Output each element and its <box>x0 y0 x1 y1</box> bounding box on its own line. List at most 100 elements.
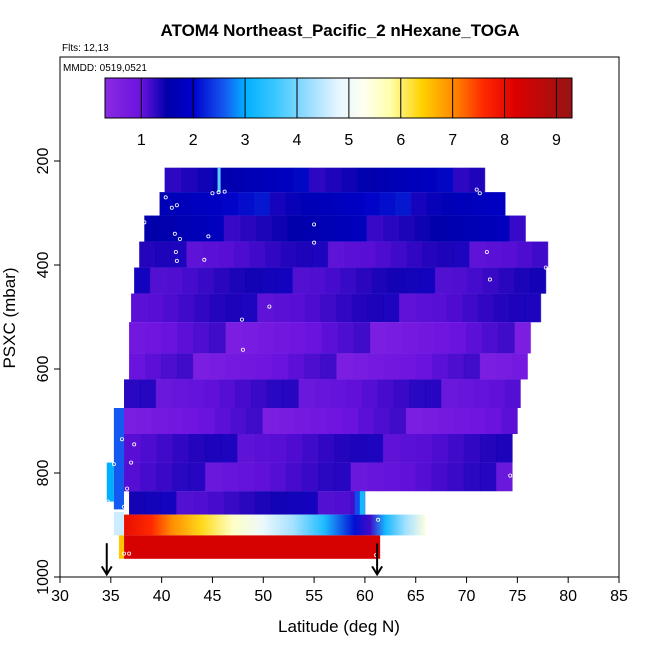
heatmap-cell <box>419 267 436 294</box>
heatmap-cell <box>203 379 220 408</box>
heatmap-cell <box>388 167 406 193</box>
colorbar-tick-label: 6 <box>396 132 405 149</box>
heatmap-cell <box>369 322 387 354</box>
heatmap-cell <box>447 462 465 492</box>
heatmap-edge-cell <box>118 535 125 559</box>
heatmap-cell <box>453 241 470 268</box>
heatmap-cell <box>204 462 222 492</box>
heatmap-cell <box>175 192 192 216</box>
heatmap-cell <box>509 215 526 242</box>
sample-point <box>123 374 128 379</box>
heatmap-cell <box>273 322 291 354</box>
heatmap-cell <box>450 267 468 294</box>
heatmap-cell <box>209 322 226 354</box>
heatmap-cell <box>225 322 243 354</box>
heatmap-cell <box>312 241 329 268</box>
colorbar-tick-label: 8 <box>500 132 509 149</box>
heatmap-cell <box>260 267 278 294</box>
heatmap-cell <box>207 491 224 515</box>
heatmap-cell <box>485 408 502 434</box>
sample-point <box>111 462 116 467</box>
heatmap-cell <box>398 293 416 323</box>
heatmap-cell <box>217 241 235 268</box>
heatmap-cell <box>280 241 297 268</box>
heatmap-cell <box>334 434 352 463</box>
heatmap-cell <box>192 353 210 380</box>
flight-arrows <box>100 543 383 577</box>
heatmap-cell <box>257 293 274 323</box>
heatmap-cell <box>436 167 454 193</box>
heatmap-cell <box>150 408 168 434</box>
heatmap-cell <box>473 192 490 216</box>
heatmap-cell <box>292 167 310 193</box>
heatmap-cell <box>194 293 211 323</box>
heatmap-cell <box>257 322 275 354</box>
heatmap-cell <box>294 408 311 434</box>
sample-point <box>132 442 137 447</box>
x-tick-label: 50 <box>254 588 272 605</box>
heatmap-cell <box>204 434 222 463</box>
heatmap-cell <box>504 379 521 408</box>
heatmap-cell <box>383 293 400 323</box>
heatmap-cell <box>165 267 183 294</box>
x-tick-label: 35 <box>102 588 120 605</box>
heatmap-edge-cell <box>359 491 365 515</box>
heatmap-cell <box>479 434 497 463</box>
heatmap-cell <box>374 241 392 268</box>
heatmap-cell <box>446 293 463 323</box>
sample-point <box>267 304 272 309</box>
plot-frame <box>59 56 620 578</box>
heatmap-cell <box>129 353 146 380</box>
sample-point <box>508 473 513 478</box>
heatmap-cell <box>405 408 423 434</box>
heatmap-cell <box>212 167 230 193</box>
heatmap-cell <box>452 167 470 193</box>
sample-points <box>105 187 548 558</box>
sample-point <box>122 504 127 509</box>
heatmap-cell <box>288 293 305 323</box>
heatmap-cell <box>160 215 177 242</box>
heatmap-edge-cell <box>106 462 114 502</box>
heatmap-cell <box>453 408 471 434</box>
heatmap-cell <box>124 379 141 408</box>
heatmap-cell <box>292 267 309 294</box>
heatmap-cell <box>302 491 319 515</box>
heatmap-cell <box>192 215 209 242</box>
heatmap-cell <box>145 353 162 380</box>
heatmap-cell <box>196 167 214 193</box>
heatmap-cell <box>422 241 439 268</box>
heatmap-cell <box>334 462 352 492</box>
heatmap-cell <box>271 215 288 242</box>
heatmap-cell <box>287 215 304 242</box>
heatmap-cell <box>399 434 416 463</box>
heatmap-cell <box>319 215 336 242</box>
heatmap-cell <box>346 379 363 408</box>
heatmap-cell <box>324 167 342 193</box>
sample-point <box>127 551 132 556</box>
heatmap-cell <box>155 379 173 408</box>
heatmap-cell <box>269 462 287 492</box>
heatmap-cell <box>382 215 399 242</box>
heatmap-cell <box>254 491 272 515</box>
heatmap-cell <box>372 167 390 193</box>
heatmap-cell <box>488 379 506 408</box>
heatmap-cell <box>359 241 376 268</box>
heatmap-cell <box>418 322 435 354</box>
heatmap-cell <box>282 379 299 408</box>
heatmap-cell <box>351 293 368 323</box>
heatmap-cell <box>264 241 282 268</box>
heatmap-cell <box>437 408 455 434</box>
heatmap-cell <box>180 167 198 193</box>
heatmap-cell <box>493 215 511 242</box>
heatmap-cell <box>353 322 371 354</box>
heatmap-cell <box>154 241 172 268</box>
heatmap-cell <box>156 434 174 463</box>
heatmap-cell <box>366 215 384 242</box>
heatmap-cell <box>404 167 422 193</box>
heatmap-cell <box>219 379 236 408</box>
heatmap-cell <box>320 293 337 323</box>
heatmap-cell <box>498 267 515 294</box>
heatmap-edge-cell <box>113 408 125 510</box>
colorbar-tick-label: 5 <box>344 132 353 149</box>
heatmap-cell <box>276 267 294 294</box>
